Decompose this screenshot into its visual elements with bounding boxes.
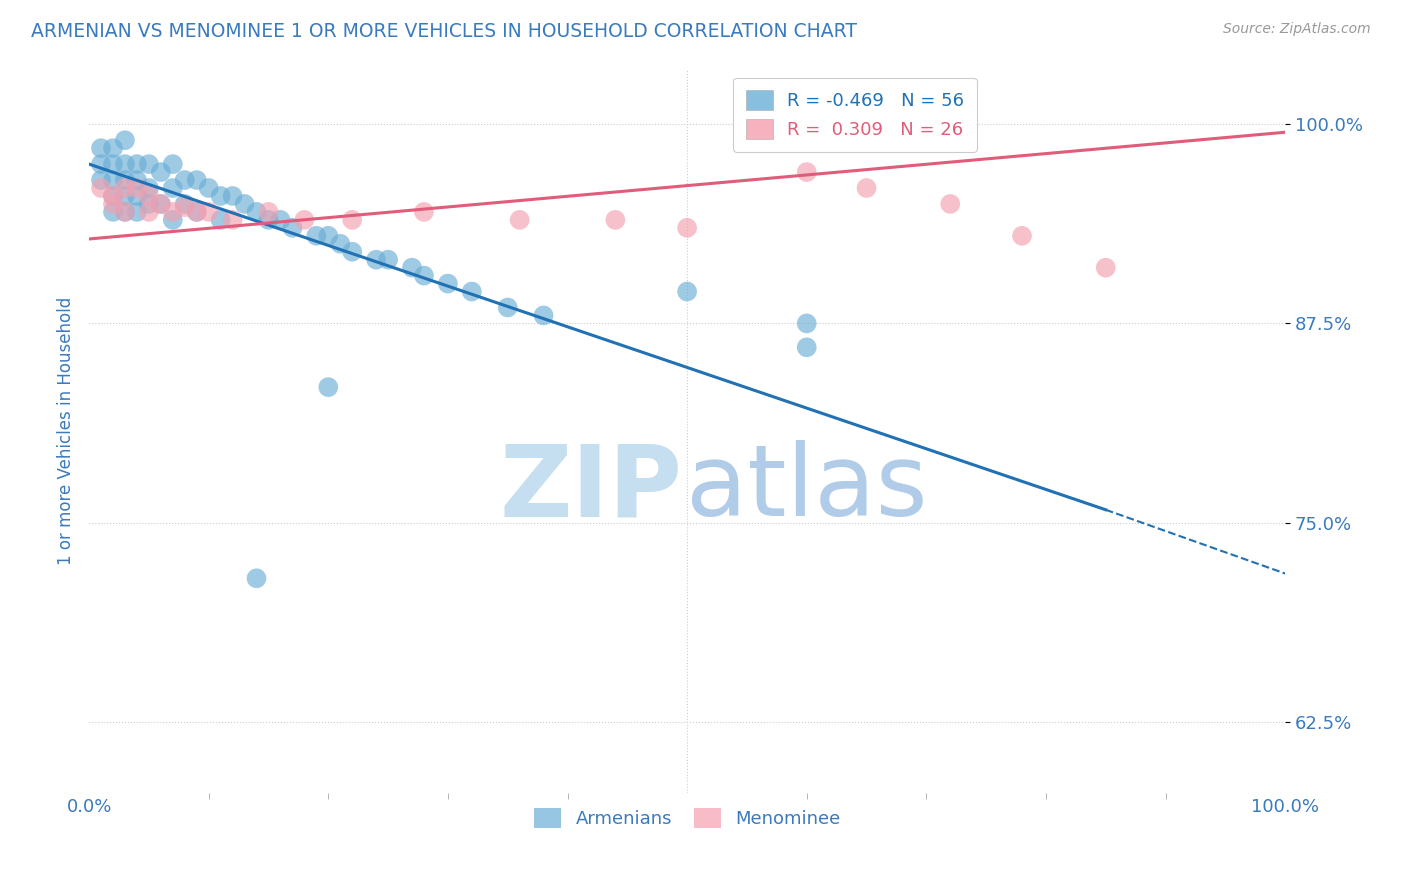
Point	[138, 205, 160, 219]
Point	[197, 205, 219, 219]
Point	[138, 197, 160, 211]
Point	[377, 252, 399, 267]
Point	[90, 173, 112, 187]
Point	[509, 212, 531, 227]
Point	[101, 157, 124, 171]
Point	[162, 205, 184, 219]
Point	[329, 236, 352, 251]
Point	[796, 317, 818, 331]
Point	[114, 157, 136, 171]
Point	[209, 212, 232, 227]
Text: ZIP: ZIP	[501, 441, 683, 537]
Point	[125, 189, 148, 203]
Point	[125, 157, 148, 171]
Point	[1094, 260, 1116, 275]
Point	[173, 173, 195, 187]
Point	[149, 165, 172, 179]
Text: ARMENIAN VS MENOMINEE 1 OR MORE VEHICLES IN HOUSEHOLD CORRELATION CHART: ARMENIAN VS MENOMINEE 1 OR MORE VEHICLES…	[31, 22, 856, 41]
Point	[101, 197, 124, 211]
Point	[233, 197, 256, 211]
Point	[1011, 228, 1033, 243]
Point	[496, 301, 519, 315]
Point	[101, 189, 124, 203]
Point	[292, 212, 315, 227]
Point	[114, 189, 136, 203]
Point	[138, 189, 160, 203]
Point	[796, 340, 818, 354]
Point	[186, 173, 208, 187]
Point	[855, 850, 877, 864]
Point	[173, 200, 195, 214]
Point	[197, 181, 219, 195]
Point	[186, 205, 208, 219]
Point	[173, 197, 195, 211]
Point	[114, 173, 136, 187]
Point	[245, 571, 267, 585]
Point	[796, 165, 818, 179]
Point	[101, 173, 124, 187]
Point	[676, 285, 699, 299]
Point	[162, 212, 184, 227]
Text: atlas: atlas	[686, 441, 928, 537]
Text: Source: ZipAtlas.com: Source: ZipAtlas.com	[1223, 22, 1371, 37]
Point	[186, 205, 208, 219]
Point	[676, 220, 699, 235]
Point	[461, 285, 484, 299]
Point	[257, 205, 280, 219]
Point	[209, 189, 232, 203]
Point	[114, 205, 136, 219]
Point	[125, 173, 148, 187]
Point	[401, 260, 423, 275]
Point	[101, 205, 124, 219]
Point	[101, 189, 124, 203]
Point	[605, 212, 627, 227]
Point	[316, 228, 339, 243]
Point	[114, 181, 136, 195]
Point	[366, 252, 388, 267]
Point	[114, 133, 136, 147]
Point	[939, 197, 962, 211]
Point	[101, 141, 124, 155]
Point	[437, 277, 460, 291]
Point	[281, 220, 304, 235]
Point	[149, 197, 172, 211]
Point	[149, 197, 172, 211]
Point	[316, 380, 339, 394]
Point	[269, 212, 291, 227]
Y-axis label: 1 or more Vehicles in Household: 1 or more Vehicles in Household	[58, 297, 75, 565]
Point	[138, 157, 160, 171]
Point	[90, 141, 112, 155]
Point	[114, 205, 136, 219]
Point	[125, 181, 148, 195]
Point	[342, 212, 364, 227]
Point	[257, 212, 280, 227]
Point	[413, 268, 436, 283]
Point	[413, 205, 436, 219]
Point	[162, 181, 184, 195]
Point	[125, 205, 148, 219]
Point	[245, 205, 267, 219]
Point	[855, 181, 877, 195]
Point	[162, 157, 184, 171]
Point	[533, 309, 555, 323]
Point	[342, 244, 364, 259]
Point	[90, 181, 112, 195]
Point	[138, 181, 160, 195]
Point	[305, 228, 328, 243]
Point	[90, 157, 112, 171]
Legend: Armenians, Menominee: Armenians, Menominee	[527, 801, 848, 835]
Point	[221, 189, 243, 203]
Point	[221, 212, 243, 227]
